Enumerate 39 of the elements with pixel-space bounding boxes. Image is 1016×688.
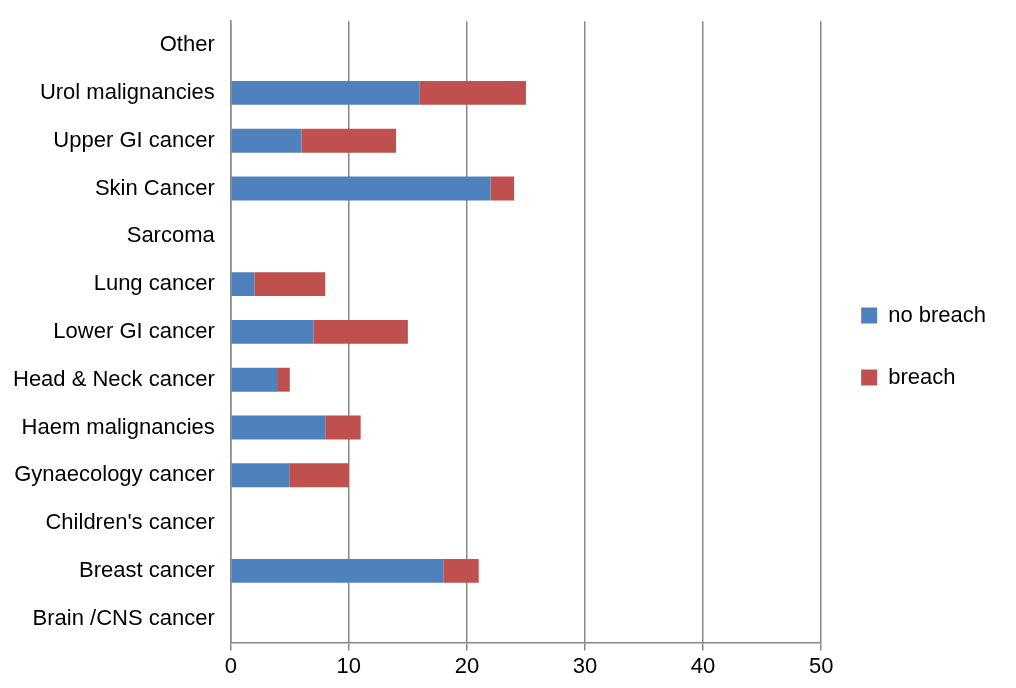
y-tick-label: Upper GI cancer <box>53 126 215 152</box>
bar <box>313 319 408 344</box>
legend-label: breach <box>888 363 956 389</box>
x-tick-label: 20 <box>454 652 480 678</box>
bar <box>231 176 491 201</box>
bar <box>289 463 349 488</box>
y-tick-label: Breast cancer <box>79 556 215 582</box>
bar <box>419 80 526 105</box>
bar <box>490 176 515 201</box>
y-tick-label: Children's cancer <box>45 509 215 535</box>
bar <box>231 272 255 297</box>
y-tick-label: Lung cancer <box>93 270 215 296</box>
x-tick-label: 50 <box>808 652 834 678</box>
y-tick-label: Head & Neck cancer <box>12 365 215 391</box>
bar <box>231 558 444 583</box>
y-tick-label: Other <box>159 31 215 57</box>
x-tick-label: 30 <box>572 652 598 678</box>
y-tick-label: Brain /CNS cancer <box>32 604 215 630</box>
bar <box>231 367 278 392</box>
bar <box>277 367 290 392</box>
y-tick-label: Gynaecology cancer <box>14 461 215 487</box>
x-tick-label: 10 <box>336 652 362 678</box>
x-tick-label: 0 <box>224 652 237 678</box>
bar <box>254 272 326 297</box>
bar <box>301 128 397 153</box>
bar <box>231 319 314 344</box>
bar <box>231 415 326 440</box>
y-tick-label: Lower GI cancer <box>53 317 215 343</box>
bar <box>443 558 479 583</box>
bar <box>231 80 420 105</box>
y-tick-label: Haem malignancies <box>21 413 215 439</box>
y-tick-label: Skin Cancer <box>94 174 215 200</box>
y-tick-label: Urol malignancies <box>39 78 215 104</box>
bar <box>325 415 361 440</box>
y-tick-label: Sarcoma <box>126 222 216 248</box>
legend-label: no breach <box>888 301 987 327</box>
bar <box>231 128 302 153</box>
x-tick-label: 40 <box>690 652 716 678</box>
bar <box>231 463 290 488</box>
